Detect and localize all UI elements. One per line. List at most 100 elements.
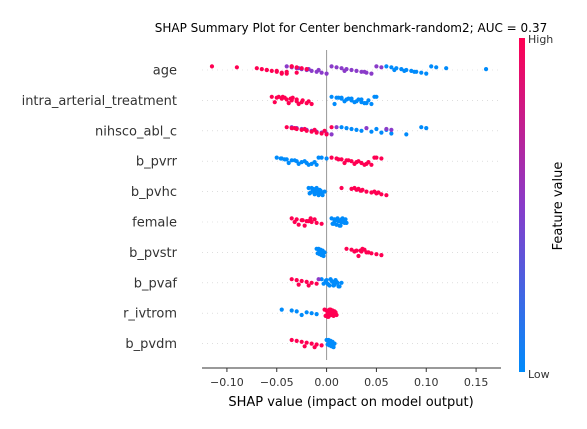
shap-point: [326, 314, 331, 319]
shap-point: [322, 128, 327, 133]
shap-point: [282, 157, 287, 162]
shap-point: [309, 341, 314, 346]
shap-point: [359, 128, 364, 133]
shap-point: [412, 69, 417, 74]
shap-point: [402, 68, 407, 73]
x-axis-ticks: −0.10 −0.05 0.00 0.05 0.10 0.15: [210, 368, 488, 389]
shap-point: [304, 340, 309, 345]
shap-point: [346, 158, 351, 163]
x-tick-label: −0.05: [260, 376, 294, 389]
shap-point: [299, 278, 304, 284]
shap-point: [339, 66, 344, 71]
shap-point: [329, 341, 334, 346]
shap-point: [276, 94, 281, 99]
shap-point: [379, 253, 384, 258]
shap-point: [294, 97, 299, 102]
shap-point: [299, 66, 304, 71]
shap-point: [362, 101, 367, 106]
shap-point: [424, 126, 429, 131]
shap-point: [366, 250, 371, 255]
shap-point: [299, 339, 304, 344]
shap-point: [296, 222, 301, 227]
scatter-points: [209, 64, 489, 350]
shap-point: [289, 216, 294, 221]
shap-point: [294, 65, 299, 70]
x-tick-label: 0.05: [364, 376, 389, 389]
shap-point: [356, 159, 361, 164]
shap-point: [331, 345, 336, 350]
shap-point: [319, 131, 324, 136]
shap-point: [354, 68, 359, 73]
shap-point: [334, 125, 339, 130]
shap-point: [372, 155, 377, 160]
shap-point: [352, 161, 357, 166]
shap-point: [359, 97, 364, 102]
shap-point: [329, 125, 334, 130]
colorbar-high-label: High: [528, 33, 553, 46]
shap-point: [356, 97, 361, 102]
shap-point: [289, 277, 294, 282]
shap-point: [279, 307, 284, 312]
shap-point: [306, 99, 311, 104]
shap-point: [337, 284, 342, 289]
chart-title: SHAP Summary Plot for Center benchmark-r…: [155, 21, 548, 35]
shap-point: [259, 67, 264, 72]
shap-point: [290, 95, 295, 100]
shap-point: [434, 65, 439, 70]
shap-point: [314, 185, 319, 191]
shap-point: [315, 189, 320, 194]
colorbar-low-label: Low: [528, 368, 550, 381]
shap-point: [384, 126, 389, 132]
shap-point: [429, 64, 434, 69]
shap-point: [339, 157, 344, 162]
shap-point: [306, 283, 311, 288]
shap-point: [374, 126, 379, 132]
shap-point: [444, 66, 449, 71]
shap-point: [331, 313, 336, 318]
shap-point: [369, 71, 374, 76]
shap-point: [314, 281, 319, 286]
shap-point: [342, 160, 347, 166]
feature-label: female: [132, 216, 177, 231]
shap-point: [404, 132, 409, 137]
x-tick-label: 0.10: [414, 376, 439, 389]
shap-point: [346, 96, 351, 101]
shap-point: [321, 253, 326, 259]
shap-point: [319, 277, 324, 282]
shap-point: [269, 68, 274, 73]
shap-point: [384, 64, 389, 69]
shap-point: [324, 132, 329, 137]
shap-point: [344, 246, 349, 251]
x-tick-label: 0.00: [314, 376, 339, 389]
shap-point: [338, 223, 343, 228]
shap-point: [340, 219, 345, 225]
shap-point: [306, 162, 311, 167]
shap-point: [312, 217, 317, 222]
shap-point: [372, 189, 377, 194]
shap-point: [384, 193, 389, 198]
shap-point: [289, 64, 294, 69]
shap-point: [369, 101, 374, 107]
shap-point: [329, 155, 334, 160]
shap-point: [209, 64, 215, 69]
shap-point: [362, 69, 367, 74]
shap-point: [316, 193, 321, 198]
shap-point: [300, 218, 305, 223]
shap-point: [369, 162, 374, 167]
shap-point: [324, 71, 329, 76]
shap-point: [389, 127, 394, 132]
shap-point: [302, 223, 307, 228]
shap-point: [286, 160, 291, 166]
shap-point: [332, 282, 337, 287]
shap-point: [284, 125, 289, 130]
shap-point: [312, 192, 317, 197]
shap-point: [336, 95, 341, 100]
shap-point: [349, 96, 354, 101]
shap-point: [304, 67, 309, 72]
shap-point: [379, 156, 384, 161]
shap-point: [339, 280, 344, 285]
shap-point: [362, 162, 367, 167]
shap-point: [419, 70, 424, 75]
shap-point: [274, 68, 279, 73]
shap-point: [344, 126, 349, 131]
